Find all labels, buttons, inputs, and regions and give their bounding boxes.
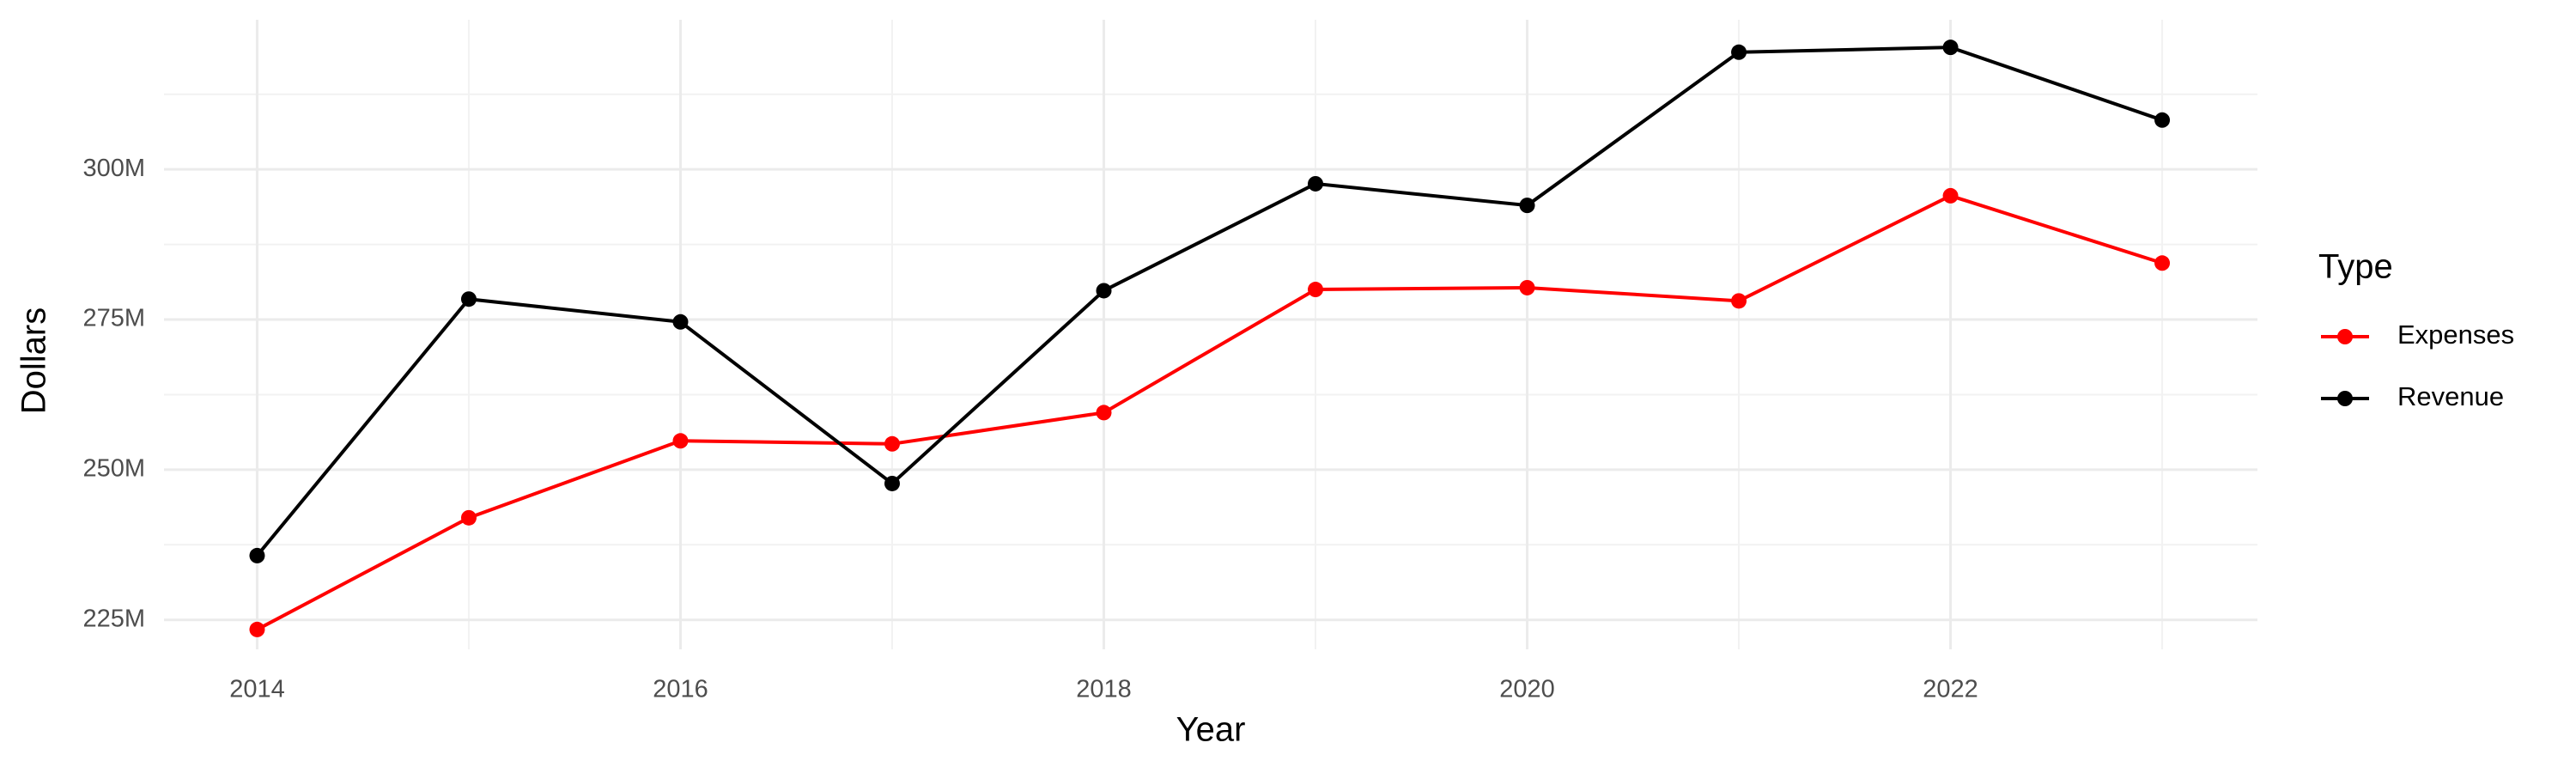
data-point (672, 433, 689, 449)
data-point (460, 291, 477, 307)
y-tick-label: 225M (82, 605, 145, 632)
data-point (1519, 279, 1535, 295)
data-point (249, 621, 265, 637)
data-point (1731, 293, 1747, 309)
data-point (2154, 112, 2171, 128)
data-point (1096, 405, 1112, 421)
data-point (1942, 40, 1959, 56)
data-point (1519, 198, 1535, 214)
grid (164, 20, 2257, 649)
y-tick-label: 300M (82, 155, 145, 182)
legend-title: Type (2318, 248, 2393, 286)
y-axis-title: Dollars (15, 307, 53, 414)
data-point (884, 435, 900, 452)
y-tick-label: 275M (82, 305, 145, 332)
series-line (255, 46, 2163, 557)
y-tick-label: 250M (82, 455, 145, 483)
x-tick-label: 2020 (1499, 676, 1555, 703)
legend-marker (2337, 329, 2353, 344)
legend-label: Revenue (2397, 381, 2504, 411)
data-point (1731, 44, 1747, 60)
x-tick-label: 2014 (229, 676, 285, 703)
legend-label: Expenses (2397, 320, 2514, 350)
data-point (672, 313, 689, 330)
series-line (256, 193, 2163, 631)
x-tick-label: 2016 (653, 676, 708, 703)
legend-marker (2337, 391, 2353, 406)
data-point (1096, 283, 1112, 299)
data-point (460, 509, 477, 526)
data-point (1308, 175, 1324, 192)
data-point (249, 547, 265, 563)
data-point (1942, 187, 1959, 204)
x-tick-label: 2018 (1076, 676, 1132, 703)
data-point (2154, 255, 2171, 271)
data-point (1308, 282, 1324, 298)
x-axis-title: Year (1176, 711, 1246, 749)
x-tick-label: 2022 (1923, 676, 1978, 703)
data-point (884, 475, 900, 491)
